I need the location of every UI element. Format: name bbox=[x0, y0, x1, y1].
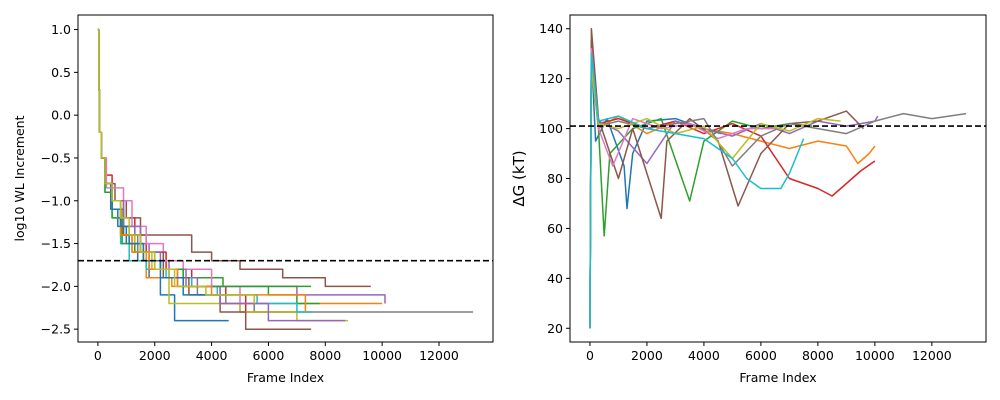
left-y-axis-label: log10 WL Increment bbox=[12, 115, 27, 241]
x-tick-label: 10000 bbox=[855, 348, 895, 363]
right-x-ticks: 0 2000 4000 6000 8000 10000 12000 bbox=[586, 342, 952, 363]
y-tick-label: 80 bbox=[547, 171, 563, 186]
x-tick-label: 0 bbox=[94, 348, 102, 363]
x-tick-label: 12000 bbox=[419, 348, 459, 363]
y-tick-label: −2.0 bbox=[41, 279, 71, 294]
x-tick-label: 10000 bbox=[362, 348, 402, 363]
y-tick-label: 60 bbox=[547, 221, 563, 236]
y-tick-label: 40 bbox=[547, 271, 563, 286]
y-tick-label: 0.5 bbox=[51, 65, 71, 80]
y-tick-label: −0.5 bbox=[41, 150, 71, 165]
x-tick-label: 4000 bbox=[196, 348, 228, 363]
right-y-ticks: 140 120 100 80 60 40 20 bbox=[539, 21, 570, 336]
panel-left: 0 2000 4000 6000 8000 10000 12000 1.0 0.5 0.0 −0.… bbox=[12, 14, 494, 385]
y-tick-label: 120 bbox=[539, 71, 563, 86]
series-line-6 bbox=[589, 27, 865, 329]
x-tick-label: 6000 bbox=[745, 348, 777, 363]
y-tick-label: 0.0 bbox=[51, 108, 71, 123]
y-tick-label: 20 bbox=[547, 321, 563, 336]
y-tick-label: −2.5 bbox=[41, 322, 71, 337]
right-series-group bbox=[589, 27, 967, 329]
x-tick-label: 2000 bbox=[139, 348, 171, 363]
y-tick-label: 140 bbox=[539, 21, 563, 36]
series-line-16 bbox=[97, 28, 255, 304]
x-tick-label: 8000 bbox=[309, 348, 341, 363]
y-tick-label: −1.5 bbox=[41, 236, 71, 251]
series-line-5 bbox=[589, 52, 879, 329]
right-x-axis-label: Frame Index bbox=[739, 370, 816, 385]
left-x-axis-label: Frame Index bbox=[247, 370, 324, 385]
y-tick-label: 100 bbox=[539, 121, 563, 136]
series-line-4 bbox=[589, 40, 876, 329]
y-tick-label: 1.0 bbox=[51, 22, 71, 37]
left-y-ticks: 1.0 0.5 0.0 −0.5 −1.0 −1.5 −2.0 −2.5 bbox=[41, 22, 78, 337]
right-y-axis-label: ΔG (kT) bbox=[510, 150, 528, 206]
left-series-group bbox=[97, 28, 474, 330]
x-tick-label: 4000 bbox=[688, 348, 720, 363]
y-tick-label: −1.0 bbox=[41, 193, 71, 208]
series-line-8 bbox=[589, 57, 967, 329]
left-axes-frame bbox=[77, 14, 494, 343]
left-x-ticks: 0 2000 4000 6000 8000 10000 12000 bbox=[94, 342, 459, 363]
x-tick-label: 0 bbox=[586, 348, 594, 363]
x-tick-label: 12000 bbox=[912, 348, 952, 363]
panel-right: 0 2000 4000 6000 8000 10000 12000 140 120 100 80 6… bbox=[510, 14, 987, 385]
x-tick-label: 2000 bbox=[631, 348, 663, 363]
x-tick-label: 6000 bbox=[253, 348, 285, 363]
series-line-10 bbox=[589, 52, 805, 329]
x-tick-label: 8000 bbox=[802, 348, 834, 363]
